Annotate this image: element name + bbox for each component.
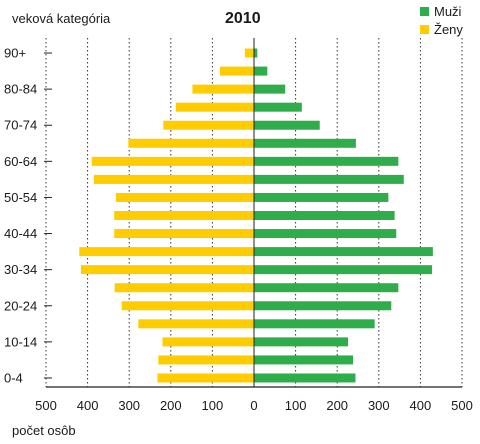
bar-muzi xyxy=(254,84,286,94)
y-tick-label: 90+ xyxy=(4,46,26,61)
y-tick-label: 0-4 xyxy=(4,370,23,385)
bar-muzi xyxy=(254,156,399,166)
x-tick-label: 400 xyxy=(77,398,99,413)
bars xyxy=(79,48,433,383)
bar-zeny xyxy=(157,373,254,383)
bar-zeny xyxy=(162,337,254,347)
bar-zeny xyxy=(80,265,254,275)
bar-muzi xyxy=(254,355,354,365)
bar-muzi xyxy=(254,373,356,383)
bar-zeny xyxy=(138,319,254,329)
x-tick-label: 400 xyxy=(410,398,432,413)
legend-label-zeny: Ženy xyxy=(434,21,463,37)
legend-item-muzi: Muži xyxy=(420,3,461,19)
bar-zeny xyxy=(93,174,254,184)
y-tick-label: 50-54 xyxy=(4,190,37,205)
legend-swatch-muzi xyxy=(420,6,429,16)
legend-label-muzi: Muži xyxy=(434,3,462,19)
bar-muzi xyxy=(254,301,392,311)
y-tick-label: 40-44 xyxy=(4,226,37,241)
y-tick-label: 60-64 xyxy=(4,154,37,169)
bar-zeny xyxy=(175,102,254,112)
x-tick-label: 200 xyxy=(160,398,182,413)
bar-muzi xyxy=(254,66,268,76)
bar-zeny xyxy=(158,355,254,365)
x-tick-label: 300 xyxy=(368,398,390,413)
y-tick-label: 30-34 xyxy=(4,262,37,277)
bar-zeny xyxy=(121,301,254,311)
y-axis-label: veková kategória xyxy=(12,11,111,26)
x-axis-label: počet osôb xyxy=(12,423,76,438)
bar-zeny xyxy=(163,120,254,130)
x-tick-label: 200 xyxy=(326,398,348,413)
x-tick-label: 100 xyxy=(202,398,224,413)
bar-muzi xyxy=(254,120,320,130)
x-tick-label: 300 xyxy=(118,398,140,413)
axes: 90+ 80-84 70-74 60-64 50-54 40-44 30-34 20-24 10… xyxy=(4,38,473,413)
bar-zeny xyxy=(192,84,254,94)
bar-muzi xyxy=(254,138,356,148)
y-tick-label: 80-84 xyxy=(4,82,37,97)
y-tick-label: 70-74 xyxy=(4,118,37,133)
bar-muzi xyxy=(254,174,404,184)
bar-muzi xyxy=(254,211,395,220)
x-tick-label: 500 xyxy=(451,398,473,413)
legend-item-zeny: Ženy xyxy=(420,21,463,37)
x-tick-label: 0 xyxy=(250,398,257,413)
bar-zeny xyxy=(114,283,254,293)
bar-muzi xyxy=(254,319,375,329)
bar-muzi xyxy=(254,192,389,202)
bar-zeny xyxy=(219,66,254,76)
bar-muzi xyxy=(254,48,258,58)
x-tick-label: 100 xyxy=(285,398,307,413)
bar-zeny xyxy=(114,211,254,220)
bar-muzi xyxy=(254,229,397,239)
x-tick-label: 500 xyxy=(35,398,57,413)
y-tick-label: 10-14 xyxy=(4,334,37,349)
bar-muzi xyxy=(254,247,433,257)
legend-swatch-zeny xyxy=(420,24,429,34)
bar-zeny xyxy=(244,48,254,58)
bar-muzi xyxy=(254,283,399,293)
bar-zeny xyxy=(115,192,254,202)
bar-muzi xyxy=(254,102,302,112)
y-tick-label: 20-24 xyxy=(4,298,37,313)
bar-zeny xyxy=(91,156,254,166)
bar-zeny xyxy=(128,138,254,148)
bar-muzi xyxy=(254,337,349,347)
bar-zeny xyxy=(79,247,254,257)
bar-muzi xyxy=(254,265,433,275)
bar-zeny xyxy=(114,229,254,239)
chart-title: 2010 xyxy=(225,10,261,27)
